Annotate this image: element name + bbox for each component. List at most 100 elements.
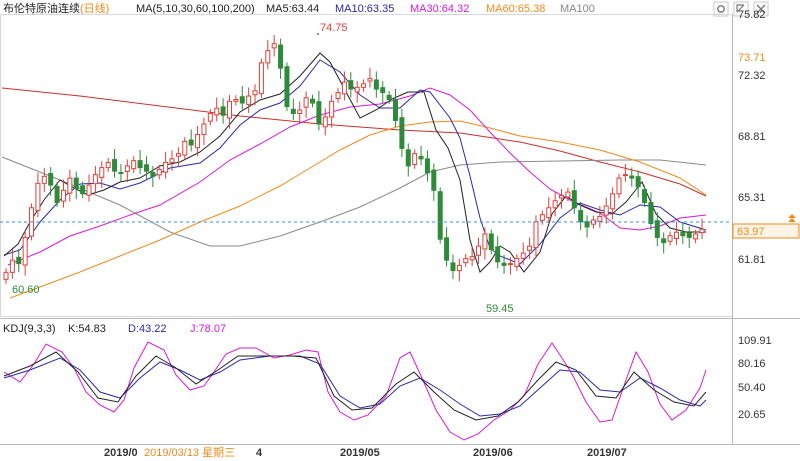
candle-body — [271, 43, 277, 49]
candle-body — [559, 195, 565, 199]
kdj-j-line — [3, 341, 707, 441]
moving-average-lines — [1, 52, 707, 299]
ma60-value: MA60:65.38 — [486, 3, 545, 15]
candle-body — [316, 101, 322, 125]
candle-body — [303, 97, 309, 108]
kdj-d-value: D:43.22 — [128, 323, 167, 335]
candle-body — [482, 233, 488, 250]
candle-body — [642, 189, 648, 204]
candle-body — [233, 99, 239, 102]
current-price-text: 63.97 — [737, 226, 765, 238]
scroll-up-arrow-icon[interactable] — [788, 214, 796, 222]
kdj-label: KDJ(9,3,3) — [3, 323, 56, 335]
candle-body — [552, 200, 558, 209]
ma30-value: MA30:64.32 — [410, 3, 469, 15]
candle-body — [329, 100, 335, 118]
candle-body — [501, 262, 507, 266]
candle-body — [373, 79, 379, 90]
candle-body — [284, 66, 290, 108]
candle-body — [143, 164, 149, 172]
candle-body — [309, 98, 315, 104]
candle-body — [539, 214, 545, 221]
candle-body — [495, 246, 501, 263]
candle-body — [597, 215, 603, 222]
settings-icon[interactable] — [713, 1, 729, 17]
candle-body — [188, 139, 194, 146]
candle-body — [405, 149, 411, 167]
kdj-tick-label: 80.16 — [738, 358, 766, 370]
candle-body — [80, 185, 86, 195]
kdj-axis: 109.91 80.16 50.40 20.65 — [738, 335, 772, 421]
candle-body — [533, 221, 539, 249]
candle-body — [571, 190, 577, 209]
kdj-tick-label: 109.91 — [738, 335, 772, 347]
candle-body — [680, 231, 686, 237]
candle-body — [476, 245, 482, 256]
time-axis: 2019/0 2019/05 2019/06 2019/07 — [104, 447, 627, 459]
candle-body — [169, 158, 175, 163]
candle-body — [41, 175, 47, 184]
candle-body — [239, 96, 245, 104]
kdj-k-value: K:54.83 — [68, 323, 106, 335]
candle-body — [150, 172, 156, 177]
candle-body — [201, 123, 207, 135]
candle-body — [265, 50, 271, 64]
candle-body — [54, 185, 60, 204]
time-tick-label: 2019/06 — [473, 447, 513, 459]
candle-body — [226, 100, 232, 119]
cursor-date-text: 2019/03/13 星期三 — [144, 446, 235, 459]
candle-body — [393, 99, 399, 121]
ma100-line — [1, 156, 707, 247]
candle-body — [67, 177, 73, 194]
current-price-badge: 63.97 — [732, 223, 800, 239]
price-tick-label: 72.32 — [738, 70, 766, 82]
candle-body — [386, 94, 392, 101]
ma10-value: MA10:63.35 — [335, 3, 394, 15]
candle-body — [195, 133, 201, 149]
candle-body — [137, 160, 143, 169]
kdj-lines — [3, 341, 707, 441]
candle-body — [354, 86, 360, 93]
candle-body — [610, 193, 616, 210]
candle-body — [112, 159, 118, 172]
candle-body — [469, 256, 475, 261]
candle-body — [35, 182, 41, 212]
candle-body — [431, 169, 437, 191]
candle-body — [341, 81, 347, 95]
candle-body — [456, 264, 462, 272]
candle-body — [412, 153, 418, 165]
candle-body — [246, 95, 252, 105]
candle-body — [527, 245, 533, 251]
candle-body — [322, 116, 328, 128]
candle-body — [290, 108, 296, 115]
price-tick-label: 75.82 — [738, 9, 766, 21]
candle-body — [252, 90, 258, 96]
kdj-d-line — [3, 355, 707, 417]
candle-body — [367, 78, 373, 82]
price-tick-label: 65.31 — [738, 192, 766, 204]
price-axis: 75.82 72.32 68.81 65.31 61.81 — [738, 9, 766, 266]
candle-body — [424, 158, 430, 174]
candle-body — [418, 155, 424, 160]
high-price-label: 74.75 — [320, 22, 348, 34]
candle-body — [297, 109, 303, 115]
candle-body — [22, 236, 28, 266]
ma-label: MA(5,10,30,60,100,200) — [136, 3, 255, 15]
candle-body — [399, 117, 405, 149]
candle-body — [667, 235, 673, 242]
maximize-icon[interactable] — [733, 1, 749, 17]
kdj-j-value: J:78.07 — [190, 323, 226, 335]
candle-body — [9, 259, 15, 273]
candle-body — [603, 205, 609, 216]
low-price-label-1: 60.60 — [12, 284, 40, 296]
candle-body — [578, 210, 584, 223]
candle-body — [105, 161, 111, 169]
kdj-tick-label: 50.40 — [738, 382, 766, 394]
candle-body — [182, 140, 188, 156]
cursor-date-tooltip: 2019/03/13 星期三 4 — [142, 446, 264, 459]
candle-body — [220, 106, 226, 116]
candle-body — [673, 231, 679, 239]
close-icon[interactable] — [753, 1, 769, 17]
ma30-line — [7, 87, 707, 266]
